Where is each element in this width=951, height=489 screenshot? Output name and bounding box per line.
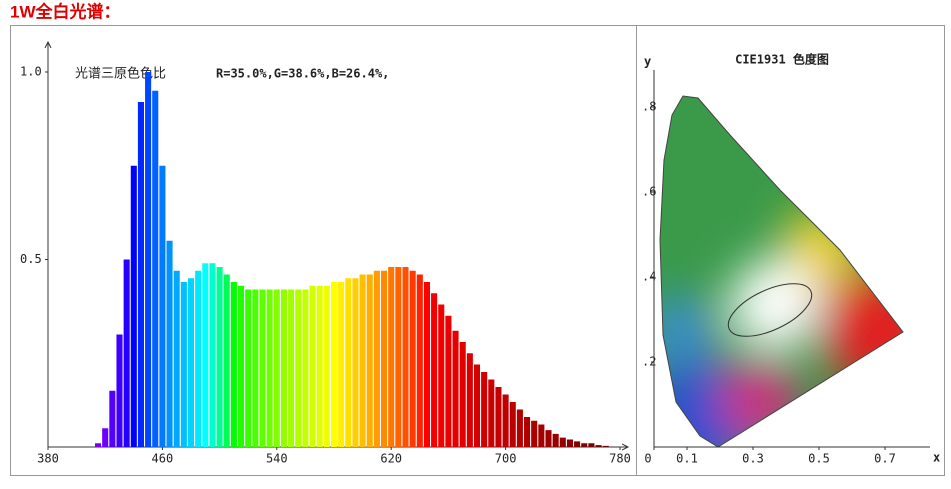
bar (252, 289, 259, 447)
bar (381, 270, 388, 447)
bar (273, 289, 280, 447)
x-tick-label: 460 (152, 452, 174, 466)
bar (259, 289, 266, 447)
bar (423, 282, 430, 447)
bar (574, 441, 581, 447)
x-tick-label: 700 (495, 452, 517, 466)
bar (402, 267, 409, 447)
y-tick-label: .2 (642, 355, 656, 369)
chart-title: CIE1931 色度图 (735, 52, 829, 67)
bar (602, 445, 609, 447)
bar (180, 282, 187, 447)
bar (109, 390, 116, 447)
bar (102, 428, 109, 447)
y-tick-label: .8 (642, 100, 656, 114)
bar (452, 330, 459, 447)
bar (566, 439, 573, 447)
bar (359, 274, 366, 447)
bar (130, 165, 137, 447)
bar (323, 285, 330, 447)
x-axis-label: x (933, 451, 940, 465)
bar (166, 240, 173, 447)
bar (581, 443, 588, 447)
x-tick-label: 0.1 (676, 452, 698, 466)
bar (137, 102, 144, 447)
bar (202, 263, 209, 447)
x-tick-label: 0.5 (808, 452, 830, 466)
bar (395, 267, 402, 447)
bar (223, 274, 230, 447)
bar (588, 443, 595, 447)
bar (245, 289, 252, 447)
annotation: R=35.0%,G=38.6%,B=26.4%, (216, 67, 389, 81)
bar (459, 342, 466, 447)
bar (538, 424, 545, 447)
bar (230, 282, 237, 447)
bar (388, 267, 395, 447)
gamut (660, 96, 903, 447)
bar (116, 334, 123, 447)
bar (466, 353, 473, 447)
bar (266, 289, 273, 447)
bar (195, 270, 202, 447)
y-tick-label: .4 (642, 270, 656, 284)
x-tick-label: 0 (644, 452, 651, 466)
bar (187, 278, 195, 447)
bar (545, 430, 552, 447)
x-tick-label: 0.3 (742, 452, 764, 466)
bar (288, 289, 295, 447)
bar (338, 282, 345, 447)
bar (159, 165, 166, 447)
bar (366, 274, 373, 447)
bar (352, 278, 359, 447)
bar (152, 90, 159, 447)
bar (559, 437, 566, 447)
bar (409, 270, 416, 447)
bar (473, 364, 481, 447)
bar (431, 293, 438, 447)
bar (123, 259, 130, 447)
spectral-locus (659, 95, 904, 448)
bar (173, 270, 180, 447)
bar (316, 285, 323, 447)
bar (552, 433, 559, 447)
bar (295, 289, 302, 447)
y-axis-label: y (644, 55, 651, 69)
x-tick-label: 0.7 (874, 452, 896, 466)
bar (238, 285, 245, 447)
bar (145, 72, 152, 447)
bar (309, 285, 316, 447)
page-title: 1W全白光谱： (10, 1, 121, 21)
y-tick-label: .6 (642, 185, 656, 199)
bar (516, 409, 523, 447)
bar (595, 445, 602, 447)
bar (488, 379, 495, 447)
x-tick-label: 540 (266, 452, 288, 466)
y-tick-label: 0.5 (20, 252, 42, 266)
bar (502, 394, 509, 447)
bar (524, 417, 531, 447)
x-tick-label: 620 (380, 452, 402, 466)
bar (302, 289, 309, 447)
bar (330, 282, 338, 447)
x-tick-label: 380 (37, 452, 59, 466)
bar (216, 267, 223, 447)
bar (531, 420, 538, 447)
bar (345, 278, 352, 447)
y-tick-label: 1.0 (20, 65, 42, 79)
bar (438, 304, 445, 447)
bar (481, 372, 488, 447)
bar (280, 289, 287, 447)
bar (495, 387, 502, 447)
frame (10, 25, 945, 476)
annotation: 光谱三原色色比 (75, 66, 166, 82)
bar (445, 315, 452, 447)
x-tick-label: 780 (609, 452, 631, 466)
bar (416, 274, 423, 447)
bar (509, 402, 516, 447)
bar (373, 270, 380, 447)
bar (209, 263, 216, 447)
bar (95, 443, 102, 447)
